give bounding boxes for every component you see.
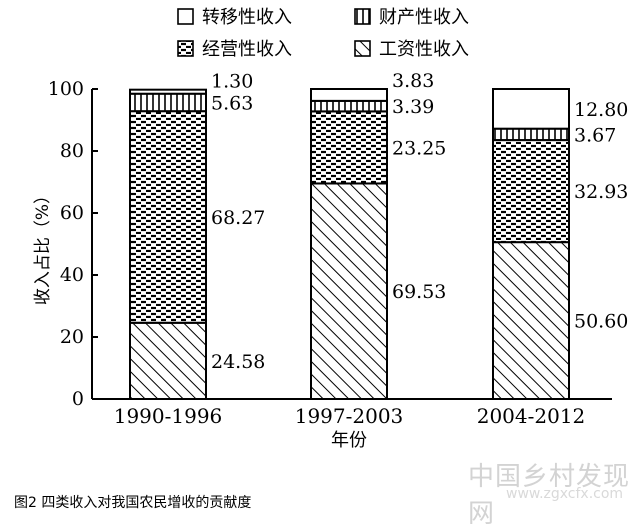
bar-segment <box>129 110 207 324</box>
y-tick-label: 20 <box>60 326 84 348</box>
bar-segment <box>310 88 388 102</box>
data-label: 68.27 <box>211 207 265 229</box>
bar-segment <box>310 99 388 113</box>
data-label: 3.83 <box>392 70 434 92</box>
figure-caption: 图2 四类收入对我国农民增收的贡献度 <box>14 495 252 511</box>
legend-swatch <box>354 8 371 25</box>
watermark: 中国乡村发现网 <box>468 462 631 529</box>
bar-segment <box>492 88 570 130</box>
legend-swatch <box>177 40 194 57</box>
watermark-url: www.zgxcfx.com <box>506 486 624 502</box>
bar-segment <box>129 92 207 113</box>
axes: 0 20 40 60 80 100 1990-1996 1997-2003 2004-2012 <box>48 78 612 428</box>
x-tick-label: 2004-2012 <box>477 404 586 428</box>
bar-segment <box>310 182 388 400</box>
legend-label: 财产性收入 <box>379 7 469 28</box>
bar-segment <box>492 241 570 400</box>
data-label: 1.30 <box>211 71 253 93</box>
data-label: 12.80 <box>574 99 628 121</box>
data-label: 23.25 <box>392 137 446 159</box>
data-labels: 24.58 68.27 5.631.30 69.53 23.25 3.39 3.83 50.6… <box>211 70 628 373</box>
data-label: 50.60 <box>574 311 628 333</box>
data-label: 3.39 <box>392 96 434 118</box>
data-label: 3.67 <box>574 124 616 146</box>
x-axis-label: 年份 <box>331 430 367 451</box>
y-tick-label: 80 <box>60 140 84 162</box>
legend-label: 经营性收入 <box>202 39 292 60</box>
bars <box>129 88 570 400</box>
bar-segment <box>129 321 207 400</box>
data-label: 5.63 <box>211 92 253 114</box>
y-tick-label: 40 <box>60 264 84 286</box>
y-axis-label: 收入占比（%） <box>33 187 53 305</box>
legend-swatch <box>354 40 371 57</box>
legend-label: 转移性收入 <box>202 7 292 28</box>
x-tick-label: 1990-1996 <box>114 404 223 428</box>
bar-segment <box>492 139 570 244</box>
legend-label: 工资性收入 <box>379 39 469 60</box>
y-tick-label: 60 <box>60 202 84 224</box>
bar-segment <box>129 88 207 95</box>
legend-swatch <box>177 8 194 25</box>
bar-segment <box>492 127 570 142</box>
x-tick-label: 1997-2003 <box>295 404 404 428</box>
bar-segment <box>310 110 388 185</box>
y-tick-label: 0 <box>72 388 84 410</box>
y-tick-label: 100 <box>48 78 84 100</box>
data-label: 69.53 <box>392 281 446 303</box>
data-label: 24.58 <box>211 351 265 373</box>
data-label: 32.93 <box>574 181 628 203</box>
